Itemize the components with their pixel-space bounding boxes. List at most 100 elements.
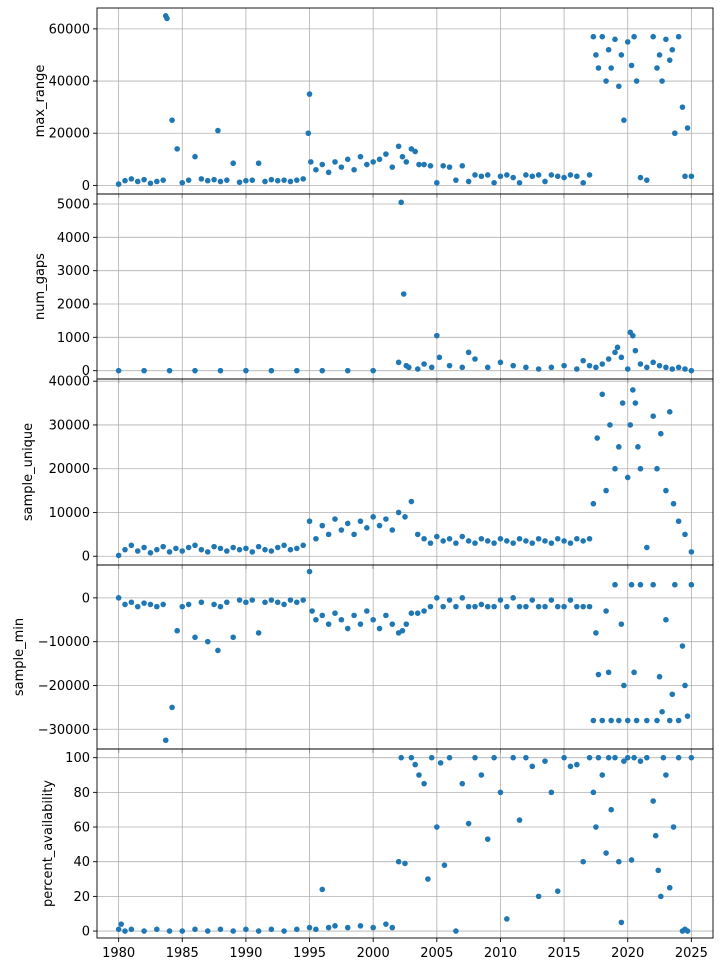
data-point [590, 717, 597, 724]
data-point [472, 754, 478, 761]
y-tick-label: −10000 [38, 635, 90, 650]
data-point [603, 78, 609, 84]
data-point [529, 540, 536, 546]
data-point [542, 758, 548, 764]
data-point [586, 754, 593, 761]
data-point [618, 621, 625, 627]
data-point [319, 612, 326, 619]
data-point [287, 178, 294, 185]
data-point [523, 172, 529, 178]
data-point [364, 161, 370, 168]
data-point [655, 867, 662, 874]
data-point [434, 533, 440, 540]
data-point [616, 444, 622, 450]
data-point [446, 164, 453, 170]
axes-frame [96, 748, 714, 939]
data-point [287, 546, 294, 553]
data-point [675, 364, 682, 371]
data-points [115, 568, 695, 744]
data-point [535, 603, 542, 610]
data-point [684, 713, 691, 719]
data-point [262, 599, 268, 606]
data-point [561, 603, 567, 610]
data-point [561, 362, 567, 369]
data-point [608, 65, 614, 71]
data-point [586, 172, 593, 178]
data-point [663, 487, 669, 494]
data-point [523, 364, 529, 371]
data-point [612, 754, 618, 761]
data-point [669, 691, 676, 698]
data-point [281, 928, 287, 934]
data-point [204, 177, 211, 184]
data-point [574, 173, 580, 180]
data-point [644, 544, 650, 551]
data-point [402, 514, 408, 520]
data-point [567, 597, 574, 603]
data-point [325, 924, 332, 931]
data-point [554, 603, 561, 610]
data-point [115, 552, 122, 559]
data-point [306, 518, 313, 525]
data-point [595, 754, 602, 761]
data-point [523, 538, 529, 544]
data-point [624, 474, 631, 481]
data-point [675, 518, 682, 525]
data-point [255, 160, 262, 167]
data-point [621, 682, 627, 689]
y-tick-label: 0 [82, 364, 90, 379]
data-point [389, 621, 396, 627]
data-point [243, 926, 249, 933]
data-point [658, 893, 664, 900]
data-point [198, 176, 205, 182]
data-point [621, 117, 627, 123]
data-point [294, 177, 300, 183]
data-point [535, 893, 542, 900]
data-point [332, 923, 338, 929]
data-point [580, 603, 586, 610]
data-point [294, 367, 300, 374]
data-point [628, 581, 635, 588]
data-point [198, 546, 205, 553]
y-axis-label: max_range [33, 65, 48, 138]
data-point [403, 621, 410, 627]
data-point [574, 603, 580, 610]
y-tick-label: 60000 [49, 22, 90, 37]
data-point [590, 789, 597, 796]
x-tick-label: 2025 [675, 946, 708, 961]
data-point [325, 621, 332, 627]
y-tick-label: 20000 [49, 462, 90, 477]
data-point [179, 179, 186, 186]
data-point [586, 535, 593, 542]
data-point [529, 597, 536, 603]
data-point [376, 625, 383, 632]
grid [97, 379, 713, 565]
data-point [344, 520, 351, 527]
data-point [441, 862, 448, 868]
data-point [274, 544, 281, 551]
data-point [115, 595, 122, 601]
data-point [305, 130, 312, 137]
data-point [672, 581, 678, 588]
data-point [325, 169, 332, 176]
data-point [666, 717, 673, 724]
data-point [141, 544, 147, 551]
data-point [554, 173, 561, 180]
data-point [414, 610, 421, 616]
data-point [688, 173, 695, 180]
y-tick-label: 0 [82, 591, 90, 606]
data-point [243, 367, 249, 374]
data-point [192, 542, 198, 549]
y-axis-label: sample_min [12, 618, 27, 696]
data-point [344, 924, 351, 931]
data-point [675, 717, 682, 724]
data-point [603, 850, 609, 856]
data-point [160, 543, 166, 550]
data-point [548, 172, 555, 178]
data-point [351, 531, 357, 538]
data-point [446, 535, 453, 542]
data-point [670, 824, 677, 830]
data-point [169, 117, 175, 123]
data-point [332, 516, 338, 522]
